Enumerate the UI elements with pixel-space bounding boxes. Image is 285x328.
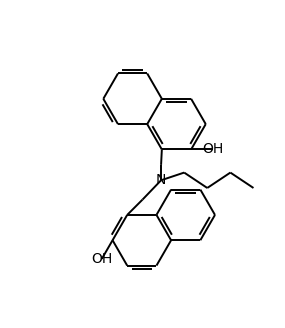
Text: OH: OH <box>91 252 112 266</box>
Text: N: N <box>156 173 166 187</box>
Text: OH: OH <box>202 142 223 156</box>
